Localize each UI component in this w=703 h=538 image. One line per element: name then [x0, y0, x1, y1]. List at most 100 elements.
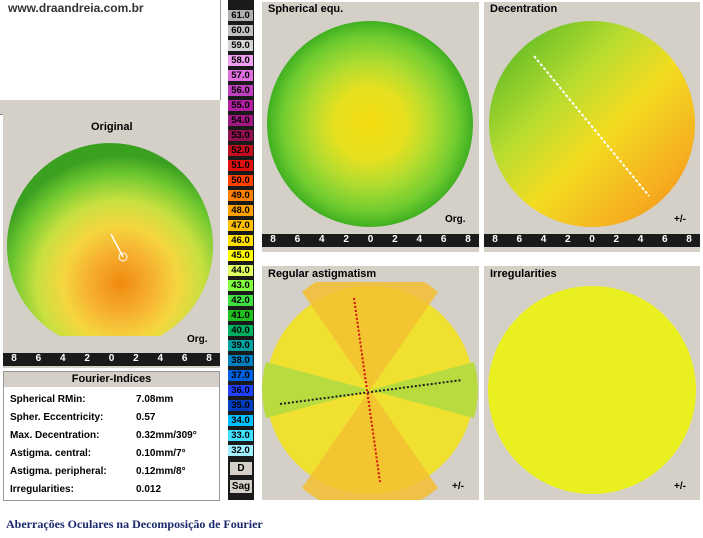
- regular-astigmatism-map[interactable]: [262, 282, 479, 500]
- mode-sag-button[interactable]: Sag: [230, 480, 252, 493]
- scale-step: 32.0: [228, 445, 253, 456]
- scale-step: 44.0: [228, 265, 253, 276]
- scale-step: 36.0: [228, 385, 253, 396]
- spherical-org-tag: Org.: [445, 214, 466, 225]
- regular-astigmatism-panel: Regular astigmatism +/-: [262, 266, 479, 500]
- scale-step: 34.0: [228, 415, 253, 426]
- mode-d-button[interactable]: D: [230, 462, 252, 475]
- figure-caption: Aberrações Oculares na Decomposição de F…: [6, 517, 263, 531]
- scale-step: 37.0: [228, 370, 253, 381]
- scale-step: 60.0: [228, 25, 253, 36]
- fourier-value: 0.12mm/8°: [136, 466, 186, 477]
- apex-marker: [118, 252, 128, 262]
- fourier-label: Spherical RMin:: [10, 394, 86, 405]
- regular-astigmatism-title: Regular astigmatism: [268, 268, 377, 280]
- fourier-label: Astigma. peripheral:: [10, 466, 107, 477]
- fourier-value: 0.012: [136, 484, 162, 495]
- astig-lobe-left: [262, 362, 370, 418]
- irregularities-map-disc: [488, 286, 696, 494]
- axis-tick-label: 2: [343, 234, 349, 245]
- axis-tick-label: 0: [367, 234, 374, 245]
- axis-tick-label: 6: [516, 234, 523, 245]
- scale-step: 53.0: [228, 130, 253, 141]
- axis-tick-label: 8: [492, 234, 498, 245]
- original-map-panel: Original Org. 8 6 4 2 0 2 4 6 8: [3, 114, 220, 368]
- fourier-label: Max. Decentration:: [10, 430, 100, 441]
- original-title: Original: [91, 121, 133, 133]
- spherical-panel: Spherical equ. Org. 8 6 4 2 0 2 4 6 8: [262, 2, 479, 252]
- astig-tag: +/-: [452, 481, 464, 492]
- decentration-map[interactable]: [484, 16, 700, 236]
- scale-step: 51.0: [228, 160, 253, 171]
- axis-tick-label: 2: [392, 234, 398, 245]
- original-map-disc: [7, 143, 213, 336]
- fourier-label: Astigma. central:: [10, 448, 92, 459]
- scale-step: 43.0: [228, 280, 253, 291]
- decentration-title: Decentration: [490, 3, 558, 15]
- fourier-value: 0.10mm/7°: [136, 448, 186, 459]
- axis-tick-label: 6: [440, 234, 447, 245]
- astig-lobe-top: [302, 282, 438, 390]
- axis-tick-label: 0: [589, 234, 595, 245]
- spherical-map-disc: [267, 21, 473, 227]
- scale-step: 49.0: [228, 190, 253, 201]
- scale-step: 41.0: [228, 310, 253, 321]
- scale-step: 50.0: [228, 175, 253, 186]
- header-divider: [0, 100, 220, 115]
- fourier-value: 0.32mm/309°: [136, 430, 197, 441]
- fourier-label: Irregularities:: [10, 484, 74, 495]
- axis-tick-label: 8: [686, 234, 692, 245]
- fourier-title: Fourier-Indices: [4, 372, 219, 387]
- scale-step: 40.0: [228, 325, 253, 336]
- axis-tick-label: 6: [661, 234, 668, 245]
- original-map[interactable]: [3, 136, 220, 336]
- axis-tick-label: 4: [637, 234, 644, 245]
- scale-step: 58.0: [228, 55, 253, 66]
- scale-step: 56.0: [228, 85, 253, 96]
- scale-step: 59.0: [228, 40, 253, 51]
- scale-step: 54.0: [228, 115, 253, 126]
- scale-step: 48.0: [228, 205, 253, 216]
- axis-tick-label: 6: [181, 353, 188, 364]
- axis-tick-label: 4: [540, 234, 547, 245]
- decentration-tag: +/-: [674, 214, 686, 225]
- irregularities-title: Irregularities: [490, 268, 557, 280]
- header-panel: www.draandreia.com.br: [0, 0, 221, 100]
- axis-tick-label: 4: [416, 234, 423, 245]
- axis-tick-label: 2: [564, 234, 571, 245]
- spherical-map[interactable]: [262, 16, 479, 236]
- axis-tick-label: 8: [11, 353, 17, 364]
- irregularities-map[interactable]: [484, 282, 700, 500]
- scale-step: 61.0: [228, 10, 253, 21]
- irregularities-panel: Irregularities +/-: [484, 266, 700, 500]
- scale-step: 42.0: [228, 295, 253, 306]
- axis-tick-label: 4: [157, 353, 164, 364]
- spherical-title: Spherical equ.: [268, 3, 344, 15]
- axis-tick-label: 8: [270, 234, 276, 245]
- astig-horizontal-meridian: [279, 379, 463, 405]
- axis-tick-label: 4: [59, 353, 66, 364]
- axis-tick-label: 2: [133, 353, 139, 364]
- decentration-axis: 8 6 4 2 0 2 4 6 8: [484, 234, 700, 247]
- decentration-panel: Decentration +/- 8 6 4 2 0 2 4 6 8: [484, 2, 700, 252]
- original-org-tag: Org.: [187, 334, 208, 345]
- spherical-axis: 8 6 4 2 0 2 4 6 8: [262, 234, 479, 247]
- fourier-label: Spher. Eccentricity:: [10, 412, 104, 423]
- axis-tick-label: 8: [206, 353, 212, 364]
- axis-tick-label: 6: [35, 353, 42, 364]
- color-scale: 61.0 60.0 59.0 58.0 57.0 56.0 55.0 54.0 53.0 52.0…: [228, 0, 254, 500]
- scale-step: 47.0: [228, 220, 253, 231]
- scale-step: 55.0: [228, 100, 253, 111]
- fourier-indices-panel: Fourier-Indices Spherical RMin: 7.08mm Sph…: [3, 371, 220, 501]
- site-url[interactable]: www.draandreia.com.br: [8, 1, 144, 15]
- scale-step: 35.0: [228, 400, 253, 411]
- scale-step: 57.0: [228, 70, 253, 81]
- decentration-trace: [533, 55, 650, 197]
- axis-tick-label: 2: [84, 353, 90, 364]
- astig-lobe-right: [370, 362, 478, 418]
- scale-step: 33.0: [228, 430, 253, 441]
- axis-tick-label: 2: [613, 234, 620, 245]
- axis-tick-label: 0: [108, 353, 115, 364]
- scale-step: 52.0: [228, 145, 253, 156]
- axis-tick-label: 8: [465, 234, 471, 245]
